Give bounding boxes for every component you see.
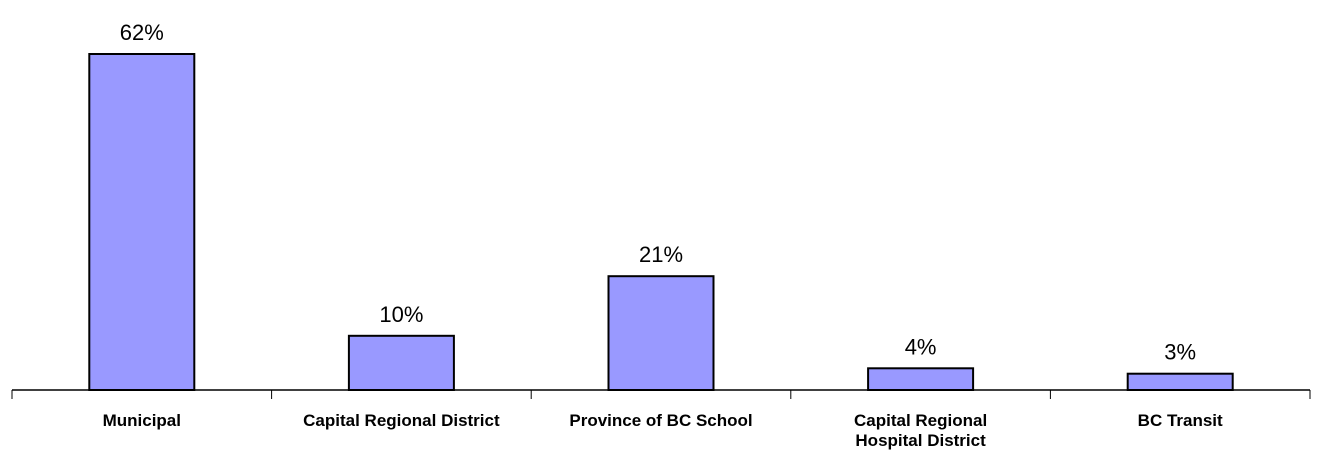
category-label-5: BC Transit xyxy=(1138,411,1223,430)
category-label-line: Municipal xyxy=(103,411,181,430)
bar-2 xyxy=(347,334,455,391)
data-label-2: 10% xyxy=(379,302,423,327)
category-label-2: Capital Regional District xyxy=(303,411,500,430)
data-label-1: 62% xyxy=(120,20,164,45)
data-labels: 62% 10% 21% 4% 3% xyxy=(120,20,1196,365)
category-label-4: Capital Regional Hospital District xyxy=(854,411,987,450)
category-label-line: Hospital District xyxy=(855,431,986,450)
bar-3 xyxy=(607,275,715,392)
bars-layer xyxy=(88,53,1234,392)
category-label-3: Province of BC School xyxy=(569,411,752,430)
category-label-line: BC Transit xyxy=(1138,411,1223,430)
bar-4 xyxy=(867,367,975,391)
data-label-3: 21% xyxy=(639,242,683,267)
category-labels: Municipal Capital Regional District Provin… xyxy=(103,411,1223,450)
bar-5 xyxy=(1126,372,1234,392)
data-label-4: 4% xyxy=(905,334,937,359)
data-label-5: 3% xyxy=(1164,340,1196,365)
category-label-line: Capital Regional District xyxy=(303,411,500,430)
x-axis xyxy=(11,389,1311,399)
category-label-1: Municipal xyxy=(103,411,181,430)
category-label-line: Capital Regional xyxy=(854,411,987,430)
category-label-line: Province of BC School xyxy=(569,411,752,430)
bar-1 xyxy=(88,53,196,391)
